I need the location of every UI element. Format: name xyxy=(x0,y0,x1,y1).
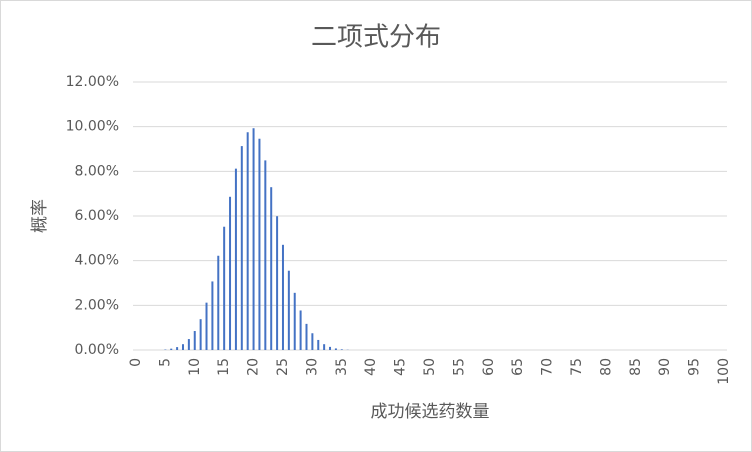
x-tick-label: 25 xyxy=(275,358,291,376)
bar xyxy=(329,346,332,350)
y-tick-label: 10.00% xyxy=(66,119,119,135)
x-tick-label: 0 xyxy=(128,358,144,367)
bar xyxy=(205,302,208,350)
bar xyxy=(281,244,284,350)
bar xyxy=(340,349,343,350)
x-tick-label: 35 xyxy=(334,358,350,376)
x-tick-label: 15 xyxy=(216,358,232,376)
x-tick-label: 20 xyxy=(246,358,262,376)
y-axis-label: 概率 xyxy=(30,199,50,233)
bar xyxy=(211,281,214,350)
bar xyxy=(193,331,196,350)
bar xyxy=(293,292,296,350)
x-tick-label: 80 xyxy=(598,358,614,376)
bar xyxy=(264,160,267,350)
bar xyxy=(240,146,243,350)
bar xyxy=(229,196,232,350)
bar xyxy=(181,344,184,350)
bar xyxy=(170,348,173,350)
bar xyxy=(246,132,249,350)
bar xyxy=(176,347,179,350)
bar xyxy=(234,168,237,350)
x-tick-label: 40 xyxy=(363,358,379,376)
x-tick-label: 100 xyxy=(716,358,732,385)
chart-title: 二项式分布 xyxy=(311,23,441,53)
x-tick-label: 70 xyxy=(540,358,556,376)
x-tick-label: 75 xyxy=(569,358,585,376)
x-tick-label: 90 xyxy=(657,358,673,376)
y-tick-label: 4.00% xyxy=(75,253,119,269)
bar xyxy=(187,339,190,350)
bar xyxy=(217,255,220,350)
bar xyxy=(199,319,202,350)
bar xyxy=(258,138,261,350)
x-tick-label: 50 xyxy=(422,358,438,376)
bar xyxy=(223,226,226,350)
y-tick-label: 8.00% xyxy=(75,163,119,179)
x-tick-label: 10 xyxy=(187,358,203,376)
x-axis-label: 成功候选药数量 xyxy=(371,402,490,422)
x-tick-label: 95 xyxy=(687,358,703,376)
bar xyxy=(305,323,308,350)
bar xyxy=(252,128,255,350)
x-tick-label: 60 xyxy=(481,358,497,376)
x-tick-label: 55 xyxy=(451,358,467,376)
bar xyxy=(334,348,337,350)
x-tick-label: 45 xyxy=(393,358,409,376)
y-tick-label: 12.00% xyxy=(66,74,119,90)
x-tick-label: 5 xyxy=(157,358,173,367)
y-tick-label: 6.00% xyxy=(75,208,119,224)
bar xyxy=(270,187,273,350)
bar xyxy=(323,344,326,350)
bar xyxy=(276,216,279,350)
bar xyxy=(317,339,320,350)
x-tick-label: 30 xyxy=(304,358,320,376)
bar xyxy=(311,333,314,350)
bar xyxy=(299,310,302,350)
y-tick-label: 2.00% xyxy=(75,297,119,313)
bar xyxy=(287,270,290,350)
x-tick-label: 65 xyxy=(510,358,526,376)
y-tick-label: 0.00% xyxy=(75,342,119,358)
x-tick-label: 85 xyxy=(628,358,644,376)
